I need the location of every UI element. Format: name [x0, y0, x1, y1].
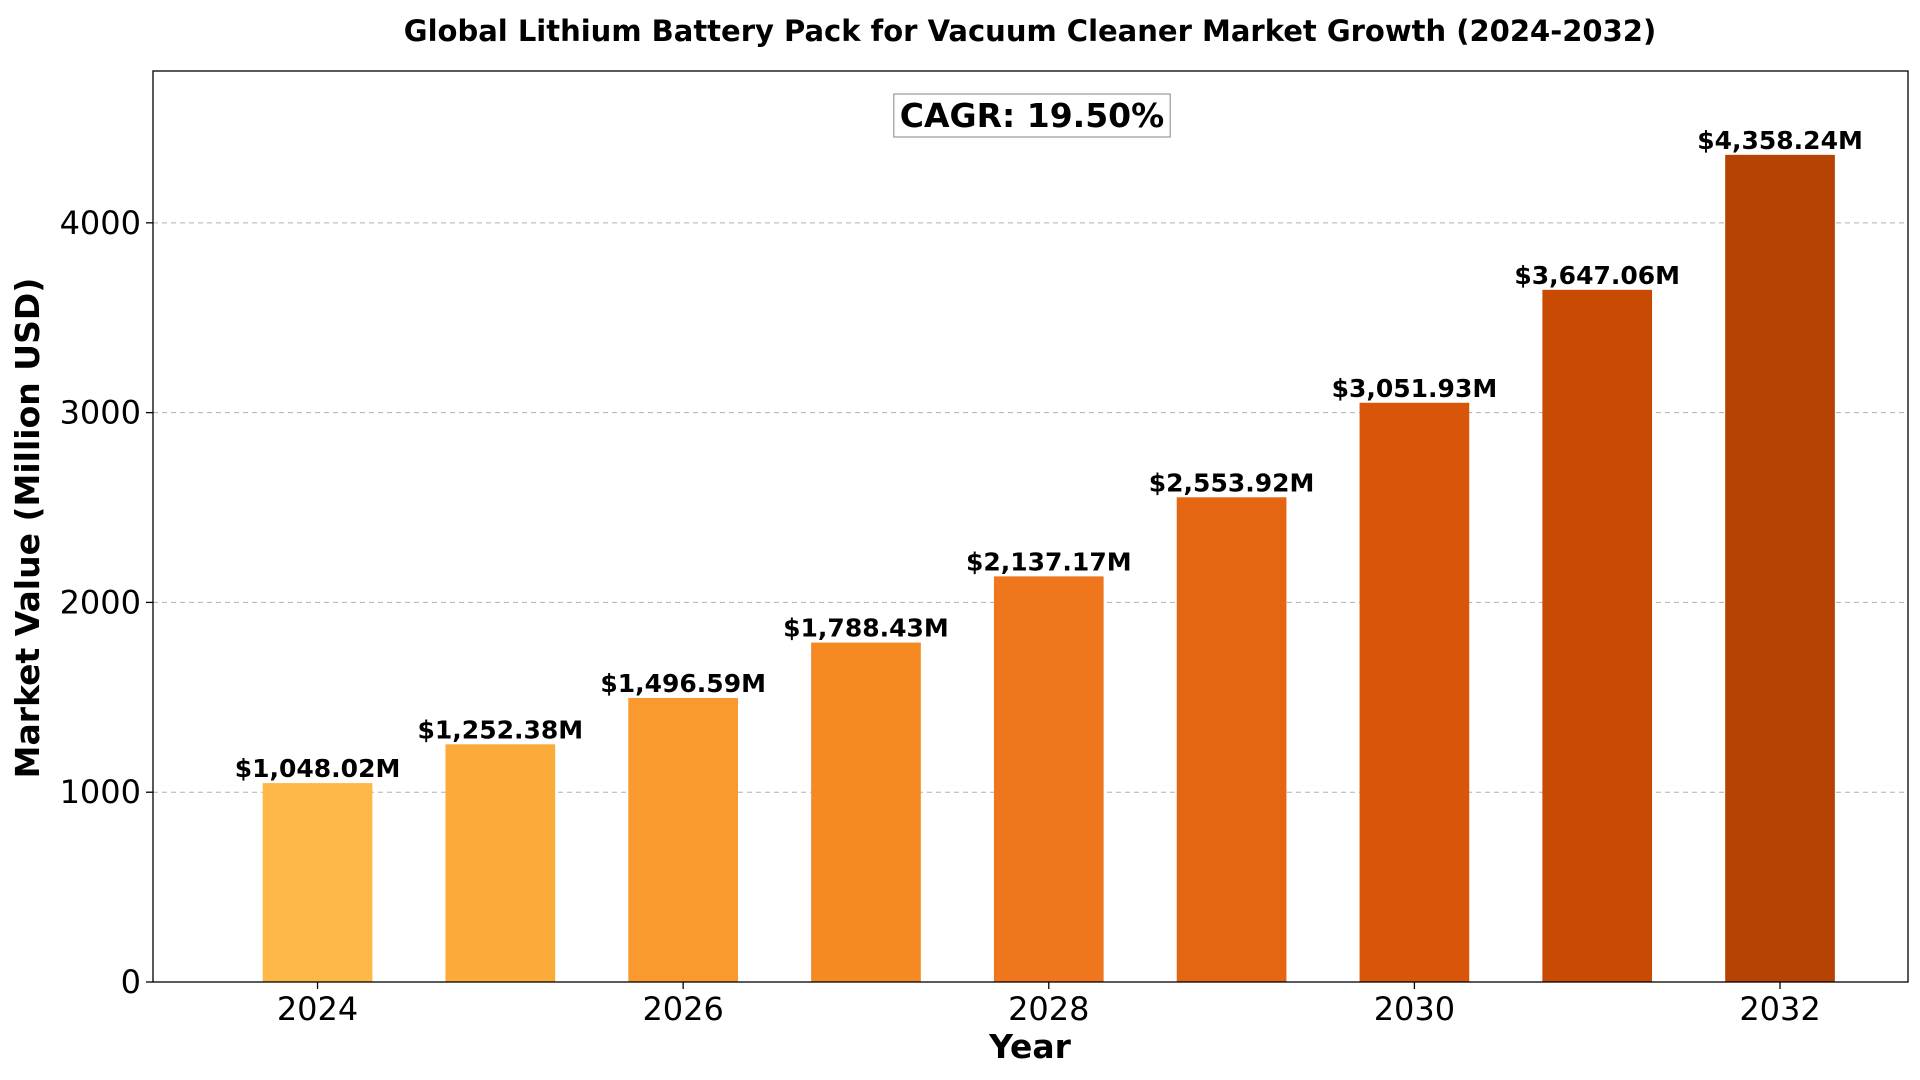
- y-tick-label: 1000: [60, 773, 141, 811]
- bar-2032: [1725, 154, 1835, 983]
- y-tick-label: 3000: [60, 394, 141, 432]
- y-axis: 0 1000 2000 3000 4000: [60, 204, 153, 1001]
- y-axis-label: Market Value (Million USD): [8, 278, 47, 779]
- y-tick-label: 4000: [60, 204, 141, 242]
- x-axis: 2024 2026 2028 2030 2032: [277, 982, 1821, 1028]
- bar-2027: [811, 642, 921, 982]
- bar-value-label-2031: $3,647.06M: [1514, 261, 1680, 290]
- bar-value-label-2028: $2,137.17M: [966, 547, 1132, 576]
- cagr-annotation: CAGR: 19.50%: [893, 93, 1171, 138]
- bar-2029: [1176, 497, 1287, 982]
- bar-2031: [1542, 289, 1653, 983]
- x-tick-label: 2028: [1008, 990, 1089, 1028]
- cagr-box: [893, 93, 1171, 138]
- bar-value-label-2026: $1,496.59M: [600, 669, 766, 698]
- bar-value-label-2027: $1,788.43M: [783, 614, 949, 643]
- bars: [262, 154, 1835, 983]
- bar-value-label-2024: $1,048.02M: [235, 754, 401, 783]
- bar-2030: [1359, 402, 1470, 982]
- bar-value-label-2025: $1,252.38M: [418, 715, 584, 744]
- bar-2024: [262, 783, 373, 982]
- chart-title: Global Lithium Battery Pack for Vacuum C…: [404, 14, 1656, 48]
- bar-2025: [445, 744, 556, 982]
- x-axis-label: Year: [988, 1027, 1072, 1066]
- x-tick-label: 2026: [642, 990, 723, 1028]
- x-tick-label: 2030: [1374, 990, 1455, 1028]
- bar-value-labels: $1,048.02M $1,252.38M $1,496.59M $1,788.43M…: [235, 126, 1863, 783]
- bar-value-label-2029: $2,553.92M: [1149, 468, 1315, 497]
- y-tick-label: 0: [121, 963, 141, 1001]
- x-tick-label: 2032: [1739, 990, 1820, 1028]
- bar-value-label-2030: $3,051.93M: [1332, 374, 1498, 403]
- bar-2028: [993, 576, 1104, 982]
- cagr-text: CAGR: 19.50%: [900, 96, 1164, 135]
- plot-frame: [152, 70, 1909, 983]
- x-tick-label: 2024: [277, 990, 358, 1028]
- y-tick-label: 2000: [60, 583, 141, 621]
- bar-2026: [628, 697, 738, 982]
- bar-value-label-2032: $4,358.24M: [1697, 126, 1863, 155]
